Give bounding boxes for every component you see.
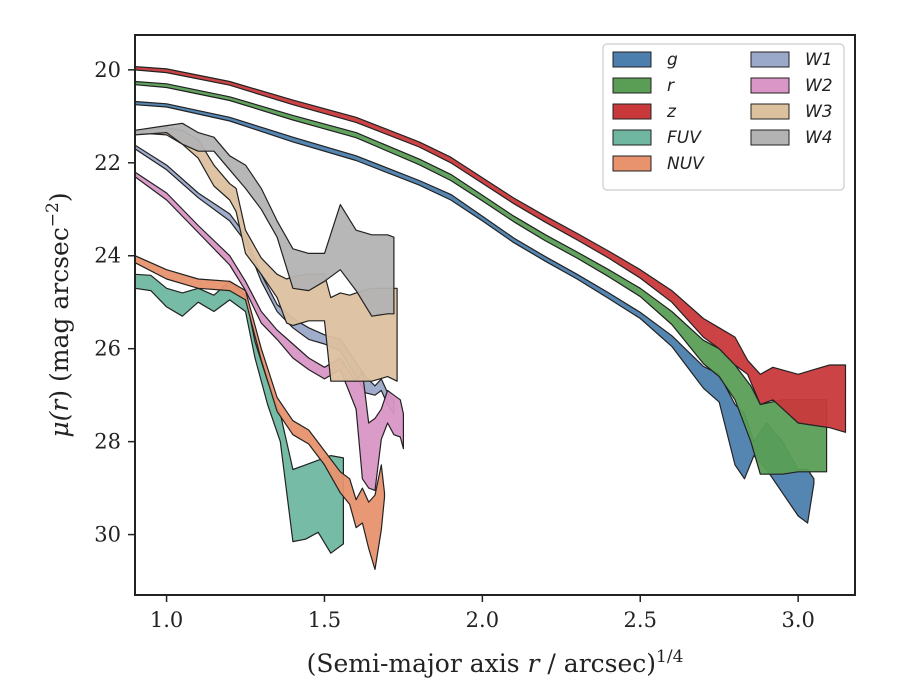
y-tick-label: 28 bbox=[94, 430, 121, 454]
band-fuv bbox=[135, 273, 344, 554]
legend-label-fuv: FUV bbox=[667, 128, 702, 148]
x-axis-label: (Semi-major axis r / arcsec)1/4 bbox=[307, 647, 684, 678]
plot-frame bbox=[134, 34, 856, 596]
legend-swatch-nuv bbox=[612, 155, 652, 172]
legend-swatch-w1 bbox=[750, 51, 790, 68]
legend-label-g: g bbox=[667, 50, 678, 70]
y-axis-label: μ(r) (mag arcsec−2) bbox=[43, 192, 74, 437]
legend: grz FUV NUV W1 W2 W3 W4 bbox=[602, 43, 845, 191]
y-tick-label: 20 bbox=[94, 58, 121, 82]
y-tick-label: 30 bbox=[94, 523, 121, 547]
legend-swatch-z bbox=[612, 103, 652, 120]
x-tick-label: 1.0 bbox=[150, 608, 183, 632]
legend-label-w3: W3 bbox=[805, 102, 833, 122]
x-tick-label: 2.5 bbox=[624, 608, 657, 632]
legend-swatch-g bbox=[612, 51, 652, 68]
legend-label-w4: W4 bbox=[805, 128, 833, 148]
legend-swatch-r bbox=[612, 77, 652, 94]
band-r bbox=[135, 80, 828, 475]
legend-swatch-w4 bbox=[750, 129, 790, 146]
band-g bbox=[135, 100, 815, 524]
series-bands bbox=[135, 65, 847, 571]
band-w4 bbox=[135, 122, 395, 317]
legend-label-w1: W1 bbox=[805, 50, 833, 70]
legend-swatch-w3 bbox=[750, 103, 790, 120]
x-axis-ticks: 1.0 1.5 2.0 2.5 3.0 bbox=[150, 595, 815, 632]
y-tick-label: 24 bbox=[94, 244, 121, 268]
x-tick-label: 2.0 bbox=[466, 608, 499, 632]
legend-label-r: r bbox=[667, 76, 675, 96]
legend-swatch-fuv bbox=[612, 129, 652, 146]
x-tick-label: 3.0 bbox=[781, 608, 814, 632]
band-nuv bbox=[135, 255, 386, 571]
band-z bbox=[135, 65, 847, 433]
y-tick-label: 22 bbox=[94, 151, 121, 175]
x-tick-label: 1.5 bbox=[308, 608, 341, 632]
band-w2 bbox=[135, 171, 404, 491]
band-w3 bbox=[135, 127, 398, 382]
y-axis-ticks: 20 22 24 26 28 30 bbox=[94, 58, 135, 547]
legend-label-z: z bbox=[666, 102, 677, 122]
y-tick-label: 26 bbox=[94, 337, 121, 361]
legend-label-nuv: NUV bbox=[667, 154, 705, 174]
legend-swatch-w2 bbox=[750, 77, 790, 94]
legend-label-w2: W2 bbox=[805, 76, 833, 96]
